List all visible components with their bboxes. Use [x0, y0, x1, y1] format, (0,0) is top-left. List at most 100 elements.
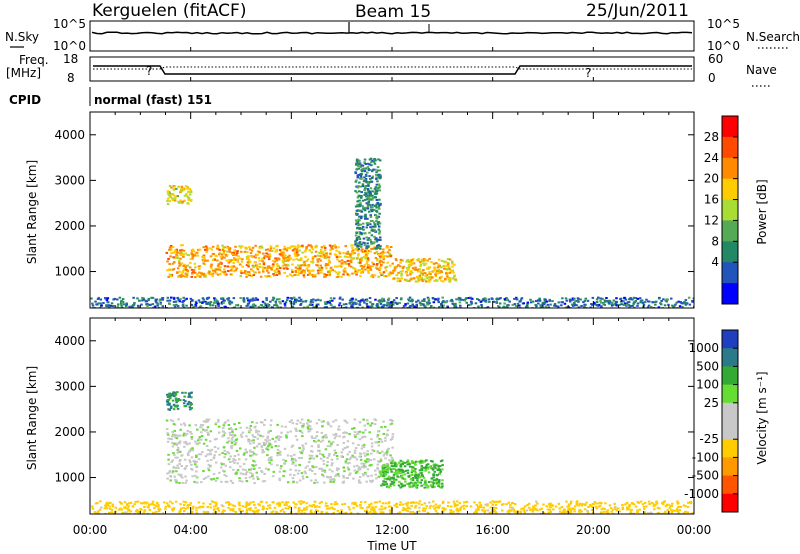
echo-cell	[588, 503, 592, 506]
echo-cell	[406, 280, 409, 282]
echo-cell	[386, 467, 389, 470]
echo-cell	[578, 502, 582, 505]
echo-cell	[327, 261, 331, 264]
echo-cell	[147, 299, 150, 302]
echo-cell	[183, 194, 187, 197]
echo-cell	[314, 255, 317, 258]
echo-cell	[265, 255, 268, 258]
echo-cell	[648, 300, 651, 303]
echo-cell	[214, 504, 218, 507]
echo-cell	[328, 453, 331, 455]
echo-cell	[274, 440, 277, 443]
echo-cell	[323, 244, 326, 247]
echo-cell	[174, 500, 178, 503]
echo-cell	[583, 303, 586, 306]
echo-cell	[274, 300, 277, 303]
echo-cell	[319, 467, 323, 470]
noise-tick-right-top: 10^5	[707, 17, 740, 31]
echo-cell	[423, 304, 426, 307]
echo-cell	[439, 276, 442, 279]
echo-cell	[368, 175, 371, 178]
echo-cell	[370, 164, 373, 167]
freq-question-mark-1: ?	[146, 64, 152, 78]
echo-cell	[161, 298, 164, 301]
echo-cell	[364, 429, 367, 432]
echo-cell	[289, 468, 292, 471]
echo-cell	[371, 261, 374, 264]
echo-cell	[586, 299, 590, 302]
echo-cell	[389, 505, 392, 508]
echo-cell	[608, 300, 611, 302]
echo-cell	[272, 273, 275, 275]
cpid-value: normal (fast) 151	[94, 93, 212, 107]
echo-cell	[186, 443, 189, 446]
echo-cell	[111, 305, 115, 308]
echo-cell	[191, 475, 194, 478]
echo-cell	[638, 508, 641, 511]
echo-cell	[353, 272, 357, 275]
echo-cell	[323, 469, 326, 472]
echo-cell	[442, 280, 445, 283]
echo-cell	[408, 486, 412, 488]
echo-cell	[286, 258, 289, 260]
echo-cell	[181, 303, 185, 306]
echo-cell	[229, 461, 232, 463]
echo-cell	[108, 505, 111, 508]
echo-cell	[268, 442, 271, 445]
echo-cell	[383, 483, 386, 486]
echo-cell	[460, 298, 463, 301]
echo-cell	[379, 472, 383, 475]
echo-cell	[351, 427, 354, 430]
echo-cell	[120, 304, 123, 307]
echo-cell	[169, 196, 172, 199]
echo-cell	[423, 264, 426, 267]
echo-cell	[205, 302, 208, 305]
echo-cell	[291, 305, 295, 308]
echo-cell	[356, 256, 359, 259]
echo-cell	[167, 275, 170, 278]
echo-cell	[195, 460, 199, 463]
echo-cell	[593, 301, 596, 304]
echo-cell	[362, 265, 366, 268]
echo-cell	[338, 271, 341, 274]
echo-cell	[175, 470, 178, 473]
echo-cell	[288, 254, 291, 257]
echo-cell	[366, 189, 370, 192]
echo-cell	[103, 507, 107, 510]
echo-cell	[166, 260, 169, 263]
echo-cell	[173, 429, 176, 432]
echo-cell	[216, 507, 220, 510]
echo-cell	[629, 297, 632, 300]
echo-cell	[347, 263, 351, 265]
echo-cell	[242, 298, 245, 301]
echo-cell	[279, 436, 283, 439]
echo-cell	[139, 507, 142, 510]
echo-cell	[428, 506, 431, 509]
echo-cell	[310, 445, 314, 448]
echo-cell	[437, 465, 440, 468]
echo-cell	[372, 230, 375, 232]
echo-cell	[204, 248, 207, 251]
echo-cell	[307, 244, 310, 247]
echo-cell	[296, 299, 299, 302]
echo-cell	[305, 247, 308, 250]
echo-cell	[302, 447, 305, 450]
echo-cell	[265, 306, 268, 308]
echo-cell	[255, 267, 259, 269]
echo-cell	[396, 280, 400, 283]
echo-cell	[559, 510, 562, 513]
echo-cell	[451, 262, 454, 265]
echo-cell	[575, 503, 578, 506]
echo-cell	[254, 253, 258, 256]
echo-cell	[201, 424, 205, 427]
echo-cell	[238, 257, 242, 260]
echo-cell	[385, 451, 389, 454]
ytick-label: 4000	[54, 334, 85, 348]
echo-cell	[323, 306, 327, 308]
echo-cell	[604, 502, 607, 505]
echo-cell	[294, 269, 297, 272]
echo-cell	[361, 269, 365, 272]
echo-cell	[127, 505, 130, 508]
echo-cell	[676, 510, 680, 512]
echo-cell	[97, 302, 100, 305]
